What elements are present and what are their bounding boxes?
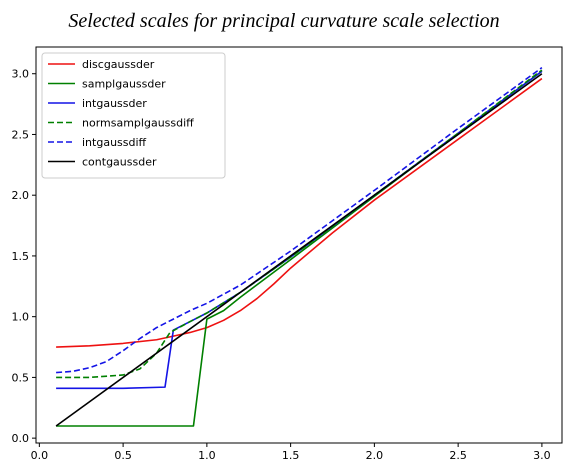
- chart-title: Selected scales for principal curvature …: [68, 10, 499, 32]
- legend-label-normsamplgaussdiff: normsamplgaussdiff: [82, 117, 194, 130]
- series-line-contgaussder: [55, 73, 543, 427]
- y-tick-label: 1.0: [12, 311, 30, 324]
- legend-label-discgaussder: discgaussder: [82, 58, 155, 71]
- y-tick-label: 0.0: [12, 432, 30, 445]
- x-tick-label: 1.5: [282, 449, 300, 462]
- x-tick-label: 1.0: [198, 449, 216, 462]
- legend: discgaussder samplgaussder intgaussder norm…: [41, 52, 226, 179]
- series-layer: [55, 67, 543, 427]
- x-tick-label: 2.5: [449, 449, 467, 462]
- legend-label-intgaussdiff: intgaussdiff: [82, 136, 147, 149]
- y-tick-label: 2.5: [12, 128, 30, 141]
- x-tick-label: 0.0: [31, 449, 49, 462]
- legend-label-intgaussder: intgaussder: [82, 97, 147, 110]
- y-tick-label: 1.5: [12, 250, 30, 263]
- axes-frame: [35, 46, 563, 444]
- y-tick-label: 3.0: [12, 68, 30, 81]
- axes-layer: 0.0 0.5 1.0 1.5 2.0 2.5 3.0 0.0 0.5 1.0 1.5 2.0 2.5 3…: [12, 46, 563, 462]
- series-line-intgaussdiff: [56, 67, 543, 374]
- legend-label-samplgaussder: samplgaussder: [82, 78, 166, 91]
- series-line-discgaussder: [56, 77, 543, 348]
- x-tick-label: 3.0: [533, 449, 551, 462]
- legend-box: [41, 52, 226, 179]
- y-tick-label: 2.0: [12, 189, 30, 202]
- y-tick-label: 0.5: [12, 371, 30, 384]
- x-tick-label: 0.5: [114, 449, 132, 462]
- x-tick-label: 2.0: [366, 449, 384, 462]
- legend-label-contgaussder: contgaussder: [82, 156, 157, 169]
